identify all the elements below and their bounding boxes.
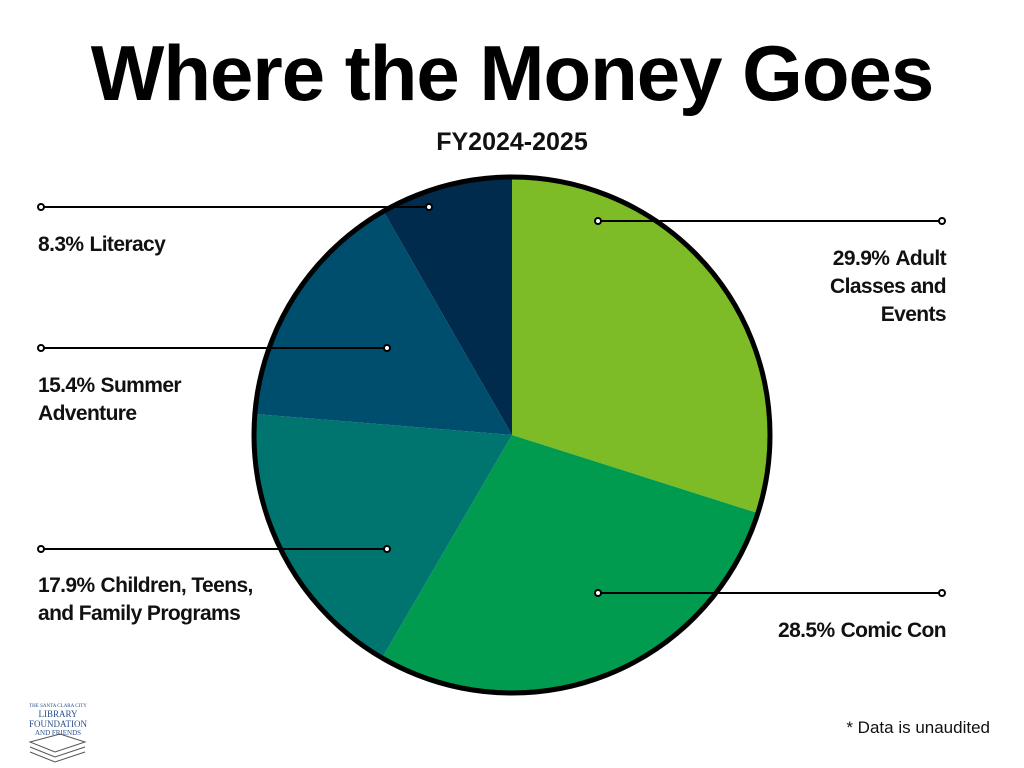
value-label: 17.9% [38, 574, 95, 597]
pie-slice [382, 435, 758, 693]
value-label: 8.3% [38, 233, 84, 256]
category-label: Literacy [89, 233, 166, 256]
leader-dot [37, 545, 45, 553]
pie-slice [253, 413, 512, 658]
value-label: 29.9% [832, 247, 890, 270]
slice-label: 15.4% Summer Adventure [38, 372, 228, 428]
slice-label: 29.9% Adult Classes and Events [796, 245, 947, 329]
leader-dot [37, 344, 45, 352]
slice-label: 17.9% Children, Teens, and Family Program… [38, 572, 253, 628]
footnote: * Data is unaudited [846, 718, 990, 737]
slice-label: 8.3% Literacy [38, 231, 238, 259]
logo-text: LIBRARY FOUNDATION [29, 709, 87, 729]
leader-dot [383, 545, 391, 553]
category-label: Adult Classes and Events [830, 247, 947, 326]
category-label: Summer Adventure [38, 374, 182, 425]
category-label: Children, Teens, and Family Programs [38, 574, 253, 625]
slice-label: 28.5% Comic Con [706, 617, 947, 645]
leader-dot [594, 589, 602, 597]
chart-title: Where the Money Goes [90, 29, 935, 117]
value-label: 15.4% [38, 374, 95, 397]
leader-dot [37, 203, 45, 211]
pie-border [251, 174, 773, 696]
pie-slice [383, 177, 512, 435]
category-label: Comic Con [840, 619, 947, 642]
leader-dot [938, 589, 946, 597]
chart-subtitle: FY2024-2025 [436, 128, 588, 156]
leader-dot [425, 203, 433, 211]
logo-icon [28, 733, 87, 763]
leader-dot [938, 217, 946, 225]
leader-dot [594, 217, 602, 225]
value-label: 28.5% [778, 619, 835, 642]
logo-text: THE SANTA CLARA CITY [29, 704, 87, 709]
logo: THE SANTA CLARA CITY LIBRARY FOUNDATION … [10, 704, 106, 737]
logo-text: AND FRIENDS [34, 729, 82, 737]
pie-slice [512, 177, 770, 514]
leader-dot [383, 344, 391, 352]
